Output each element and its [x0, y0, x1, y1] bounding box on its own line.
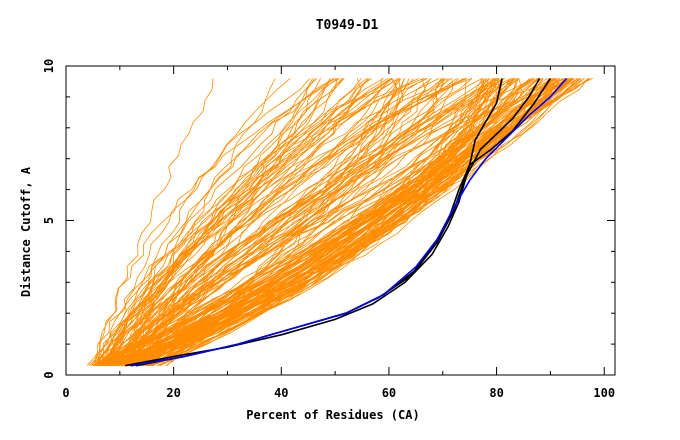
model-curve: [96, 78, 338, 366]
model-curve: [122, 78, 460, 367]
model-curve: [121, 78, 450, 367]
tick-labels: 0 20 40 60 80 100 0 5 10: [42, 59, 615, 400]
x-tick-label: 60: [382, 386, 396, 400]
model-curve: [96, 78, 398, 366]
model-curve: [102, 78, 311, 366]
model-curve: [125, 78, 452, 366]
model-curve: [139, 78, 515, 367]
model-curve: [145, 78, 556, 367]
model-curve: [99, 78, 497, 366]
model-curve: [86, 78, 338, 366]
model-curve: [134, 78, 572, 367]
series-line: [125, 78, 503, 367]
model-curve: [140, 78, 505, 366]
model-curve: [101, 78, 503, 367]
x-tick-label: 40: [274, 386, 288, 400]
model-curve: [143, 78, 399, 366]
model-curve: [126, 78, 578, 367]
model-curve: [143, 78, 488, 367]
model-curve: [122, 78, 424, 366]
model-curve: [104, 78, 538, 367]
model-curve: [159, 78, 548, 367]
chart-title: T0949-D1: [316, 18, 379, 33]
model-curve: [90, 78, 506, 366]
model-curve: [140, 78, 544, 367]
model-curve: [103, 78, 580, 367]
model-curve: [95, 78, 214, 366]
x-tick-label: 80: [489, 386, 503, 400]
series-lines: [125, 77, 568, 367]
model-curve: [117, 78, 518, 367]
x-tick-label: 100: [593, 386, 615, 400]
model-curve: [106, 78, 291, 366]
model-curve: [157, 78, 573, 367]
model-curve: [127, 78, 485, 366]
model-curve: [142, 78, 531, 367]
model-curve: [111, 78, 534, 366]
model-curve: [128, 78, 568, 367]
model-curve: [114, 78, 536, 367]
y-tick-label: 0: [42, 371, 56, 378]
model-curve: [94, 78, 331, 367]
model-curve: [105, 78, 490, 367]
model-curve: [139, 78, 445, 366]
model-curve: [97, 78, 491, 366]
model-curve: [137, 78, 566, 366]
model-curve: [145, 78, 557, 367]
x-axis-label: Percent of Residues (CA): [246, 408, 419, 422]
model-curve: [107, 78, 316, 366]
axis-ticks: [65, 65, 615, 376]
y-tick-label: 5: [42, 217, 56, 224]
y-axis-label: Distance Cutoff, A: [19, 166, 33, 297]
series-line: [130, 77, 568, 367]
model-curve: [95, 78, 571, 367]
model-curve: [111, 78, 467, 366]
model-curves: [86, 78, 593, 367]
model-curve: [107, 78, 556, 367]
x-tick-label: 0: [62, 386, 69, 400]
model-curve: [94, 78, 552, 367]
model-curve: [96, 78, 336, 366]
model-curve: [134, 78, 473, 366]
model-curve: [92, 78, 467, 367]
model-curve: [104, 78, 464, 366]
model-curve: [113, 78, 589, 367]
y-tick-label: 10: [42, 59, 56, 73]
model-curve: [148, 78, 500, 367]
model-curve: [118, 78, 367, 366]
model-curve: [100, 78, 343, 366]
model-curve: [95, 78, 318, 366]
model-curve: [103, 78, 402, 367]
x-tick-label: 20: [166, 386, 180, 400]
model-curve: [111, 78, 331, 366]
model-curve: [134, 78, 444, 366]
model-curve: [144, 78, 496, 366]
model-curve: [113, 78, 440, 366]
